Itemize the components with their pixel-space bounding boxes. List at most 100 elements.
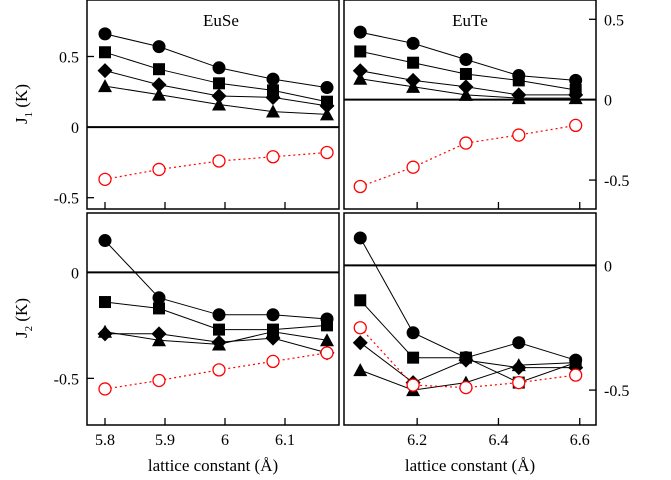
data-point-square (99, 296, 111, 309)
data-point-triangle (511, 91, 526, 105)
data-point-open-circle (98, 172, 112, 186)
y-tick-label: 0 (604, 93, 612, 110)
plot-frame (86, 212, 340, 426)
data-point-open-circle (266, 150, 280, 164)
data-point-open-circle (152, 373, 166, 388)
data-point-open-circle (459, 380, 473, 395)
data-point-open-circle (320, 346, 334, 360)
data-point-triangle (353, 363, 368, 377)
data-point-circle (98, 234, 112, 248)
data-point-square (99, 46, 111, 59)
data-point-open-circle (266, 354, 280, 369)
data-point-circle (98, 27, 112, 41)
x-tick-label: 6.2 (407, 432, 427, 449)
x-tick-label: 6.1 (275, 432, 295, 449)
plot-marks: 0 -0.5 6.2 6.4 6.6 (344, 231, 629, 449)
plot-marks: 0.5 0 -0.5 (344, 12, 629, 209)
data-point-circle (266, 72, 280, 86)
series-line-square (359, 299, 576, 384)
plot-frame (343, 212, 597, 426)
data-point-open-circle (569, 368, 583, 382)
x-tick-label: 6 (221, 432, 229, 449)
data-point-square (153, 63, 165, 76)
x-axis-label: lattice constant (Å) (405, 456, 535, 475)
data-point-open-circle (212, 154, 226, 168)
panel-eute-j2: lattice constant (Å) 0 -0.5 6.2 6.4 6.6 (343, 212, 629, 475)
data-point-open-circle (512, 375, 526, 390)
y-tick-label: -0.5 (54, 191, 79, 208)
data-point-triangle (98, 79, 112, 93)
data-point-triangle (458, 87, 473, 101)
data-point-circle (320, 81, 334, 95)
y-tick-label: 0.5 (604, 12, 624, 29)
plot-frame (86, 0, 340, 210)
data-point-open-circle (212, 363, 226, 377)
data-point-diamond (265, 89, 281, 105)
data-point-triangle (320, 107, 334, 121)
series-line-circle (104, 240, 328, 320)
plot-marks: 0.5 0 -0.5 (54, 27, 339, 209)
data-point-square (407, 351, 420, 364)
data-point-diamond (458, 352, 474, 368)
data-point-triangle (98, 324, 112, 338)
data-point-open-circle (152, 162, 166, 177)
y-axis-label: J2 (K) (12, 298, 35, 338)
data-point-circle (152, 291, 166, 305)
data-point-open-circle (406, 160, 420, 174)
data-point-diamond (151, 77, 167, 93)
data-point-circle (406, 36, 420, 50)
data-point-diamond (319, 98, 335, 114)
data-point-triangle (152, 333, 166, 347)
data-point-square (213, 77, 225, 90)
data-point-diamond (211, 88, 227, 104)
data-point-triangle (266, 104, 280, 118)
data-point-circle (212, 61, 226, 75)
data-point-triangle (320, 333, 334, 347)
data-point-square (321, 319, 333, 332)
plot-frame (343, 0, 597, 210)
data-point-square (407, 56, 420, 69)
data-point-square (512, 74, 525, 87)
y-tick-label: -0.5 (54, 371, 79, 388)
data-point-open-circle (569, 118, 583, 133)
data-point-circle (353, 231, 367, 245)
data-point-circle (266, 308, 280, 322)
data-point-square (354, 294, 367, 307)
panel-title: EuSe (203, 11, 239, 30)
y-tick-label: 0.5 (59, 49, 79, 66)
series-line-circle (359, 237, 576, 361)
plot-marks: 0 -0.5 5.8 5.9 6 6.1 (54, 234, 339, 449)
data-point-open-circle (459, 136, 473, 150)
data-point-diamond (458, 79, 474, 95)
x-tick-label: 6.6 (570, 432, 590, 449)
data-point-open-circle (353, 179, 367, 194)
data-point-triangle (568, 355, 583, 369)
data-point-triangle (212, 337, 226, 351)
y-tick-label: 0 (71, 120, 79, 137)
data-point-circle (152, 40, 166, 54)
data-point-circle (569, 73, 583, 87)
panel-eute-j1: EuTe 0.5 0 -0.5 (343, 0, 629, 210)
data-point-open-circle (353, 321, 367, 335)
data-point-triangle (511, 358, 526, 372)
y-axis-label: J1 (K) (12, 84, 35, 124)
data-point-circle (212, 308, 226, 322)
data-point-circle (353, 25, 367, 39)
data-point-square (459, 67, 472, 80)
data-point-triangle (353, 71, 368, 85)
panel-euse-j1: EuSe J1 (K) 0.5 0 -0.5 (12, 0, 340, 210)
data-point-circle (406, 326, 420, 340)
y-tick-label: -0.5 (604, 383, 629, 400)
data-point-open-circle (320, 145, 334, 160)
data-point-open-circle (406, 378, 420, 392)
y-tick-label: 0 (71, 265, 79, 282)
data-point-circle (459, 52, 473, 66)
data-point-square (354, 45, 367, 58)
series-line-open-circle (360, 124, 576, 188)
panel-euse-j2: J2 (K) lattice constant (Å) 0 -0.5 5.8 5.9 6… (12, 212, 340, 475)
data-point-square (153, 302, 165, 315)
data-point-diamond (352, 335, 368, 351)
data-point-open-circle (98, 382, 112, 396)
y-tick-label: -0.5 (604, 173, 629, 190)
